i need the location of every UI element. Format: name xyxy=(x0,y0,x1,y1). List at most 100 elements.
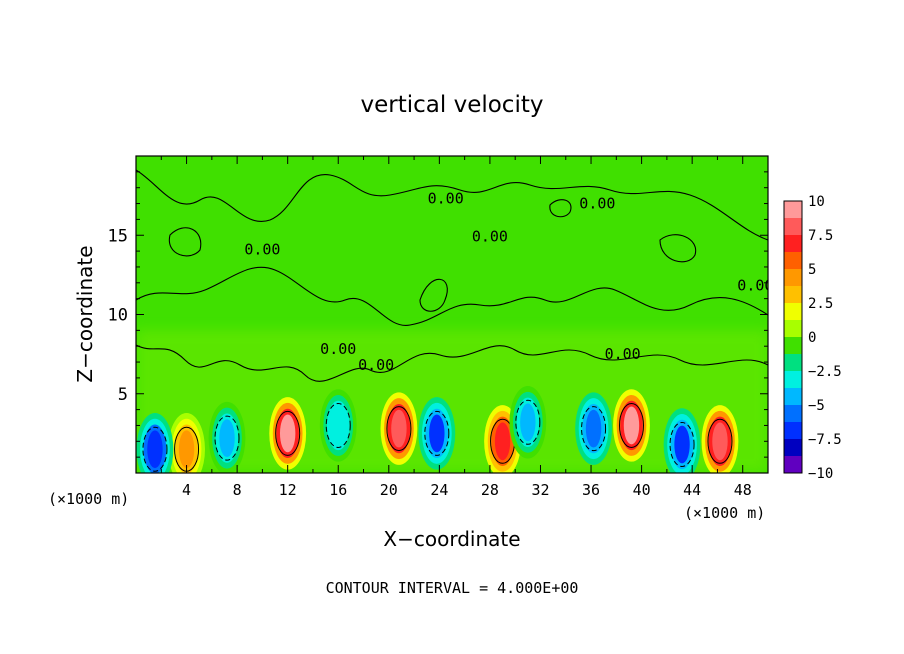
velocity-cell-band xyxy=(712,422,728,461)
colorbar-swatch xyxy=(784,286,802,304)
colorbar-swatch xyxy=(784,303,802,321)
velocity-cell-band xyxy=(219,419,235,458)
colorbar-swatch xyxy=(784,388,802,406)
velocity-cell-band xyxy=(391,409,407,448)
velocity-cell-band xyxy=(585,409,602,448)
velocity-cell-band xyxy=(520,403,536,442)
cell-contour xyxy=(515,399,541,445)
y-tick-label: 5 xyxy=(118,385,128,405)
contour-label: 0.00 xyxy=(244,240,280,258)
contour-label: 0.00 xyxy=(605,345,641,363)
x-tick-label: 32 xyxy=(531,481,549,499)
colorbar-swatch xyxy=(784,422,802,440)
contour-loop-c xyxy=(549,199,572,218)
contour-label: 0.00 xyxy=(320,340,356,358)
contour-label: 0.00 xyxy=(737,277,773,295)
colorbar-tick-label: 0 xyxy=(808,330,816,346)
x-tick-label: 8 xyxy=(233,481,242,499)
zero-contour-upper xyxy=(136,169,768,241)
y-tick-label: 15 xyxy=(108,226,128,246)
cell-contour xyxy=(424,410,450,456)
colorbar-tick-label: 5 xyxy=(808,262,816,278)
zero-contour-lower xyxy=(136,344,768,382)
velocity-cell-band xyxy=(494,422,511,461)
velocity-cell-band xyxy=(178,430,195,469)
velocity-cell-updraft xyxy=(613,389,650,462)
colorbar-swatch xyxy=(784,269,802,287)
colorbar-swatch xyxy=(784,371,802,389)
y-axis: 5 10 15 xyxy=(108,171,768,458)
cell-contour xyxy=(325,402,351,448)
velocity-cell-downdraft xyxy=(208,401,246,473)
y-tick-label: 10 xyxy=(108,306,128,326)
x-axis: 4 8 12 16 20 24 28 32 36 40 44 48 xyxy=(160,156,752,499)
contour-loop-a xyxy=(419,278,448,312)
contour-loop-d xyxy=(659,234,697,263)
colorbar-tick-label: 10 xyxy=(808,194,825,210)
contour-label-group: 0.00 0.000.000.000.000.000.000.00 xyxy=(244,190,773,374)
x-tick-label: 36 xyxy=(582,481,600,499)
colorbar-swatch xyxy=(784,337,802,355)
colorbar-swatch xyxy=(784,218,802,236)
colorbar-swatch xyxy=(784,439,802,457)
contour-label: 0.00 xyxy=(579,194,615,212)
colorbar: 10 7.5 5 2.5 0 −2.5 −5 −7.5 −10 xyxy=(783,194,842,482)
x-unit-left: (×1000 m) xyxy=(48,490,129,508)
cell-contour xyxy=(142,426,168,472)
x-tick-label: 20 xyxy=(380,481,398,499)
colorbar-swatch xyxy=(784,456,802,474)
velocity-cell-band xyxy=(279,414,296,453)
velocity-cell-updraft xyxy=(701,405,739,473)
cell-contour xyxy=(386,406,412,452)
colorbar-swatch xyxy=(784,252,802,270)
velocity-cell-downdraft xyxy=(575,392,612,465)
velocity-cell-updraft xyxy=(269,397,307,470)
x-tick-label: 40 xyxy=(633,481,651,499)
colorbar-frame xyxy=(783,200,803,474)
velocity-cells xyxy=(136,386,739,473)
velocity-cell-downdraft xyxy=(319,389,357,462)
cell-contour xyxy=(581,406,607,452)
zero-contour-mid xyxy=(136,266,768,326)
y-axis-label: Z−coordinate xyxy=(73,245,97,382)
colorbar-swatch xyxy=(784,405,802,423)
x-tick-label: 4 xyxy=(182,481,191,499)
velocity-cell-downdraft xyxy=(136,413,174,473)
plot-area: 0.00 0.000.000.000.000.000.000.00 xyxy=(136,156,773,473)
velocity-cell-updraft xyxy=(380,392,418,465)
x-tick-label: 12 xyxy=(279,481,297,499)
colorbar-tick-label: −7.5 xyxy=(808,432,842,448)
cell-contour xyxy=(214,415,240,461)
colorbar-swatch xyxy=(784,235,802,253)
velocity-cell-downdraft xyxy=(418,397,456,470)
contour-label: 0.00 xyxy=(358,356,394,374)
colorbar-tick-label: −2.5 xyxy=(808,364,842,380)
x-tick-label: 44 xyxy=(683,481,701,499)
colorbar-swatch xyxy=(784,201,802,219)
chart-title: vertical velocity xyxy=(361,92,544,118)
colorbar-tick-label: 7.5 xyxy=(808,228,833,244)
velocity-cell-band xyxy=(623,406,640,445)
velocity-cell-band xyxy=(147,430,163,469)
x-unit-right: (×1000 m) xyxy=(684,504,765,522)
colorbar-swatch xyxy=(784,354,802,372)
colorbar-tick-label: 2.5 xyxy=(808,296,833,312)
velocity-cell-band xyxy=(330,406,346,445)
velocity-cell-downdraft xyxy=(663,408,701,473)
x-tick-label: 28 xyxy=(481,481,499,499)
contour-label: 0.00 xyxy=(428,190,464,208)
contour-lines xyxy=(136,169,768,382)
x-tick-label: 16 xyxy=(329,481,347,499)
cell-contour xyxy=(618,402,644,448)
contour-loop-b xyxy=(168,227,202,257)
cell-contour xyxy=(707,418,733,464)
velocity-cell-updraft xyxy=(168,413,205,473)
colorbar-swatch xyxy=(784,320,802,338)
x-axis-label: X−coordinate xyxy=(383,527,520,551)
velocity-cell-band xyxy=(429,414,445,453)
colorbar-tick-label: −10 xyxy=(808,466,833,482)
colorbar-tick-label: −5 xyxy=(808,398,825,414)
x-tick-label: 24 xyxy=(430,481,448,499)
x-tick-label: 48 xyxy=(734,481,752,499)
